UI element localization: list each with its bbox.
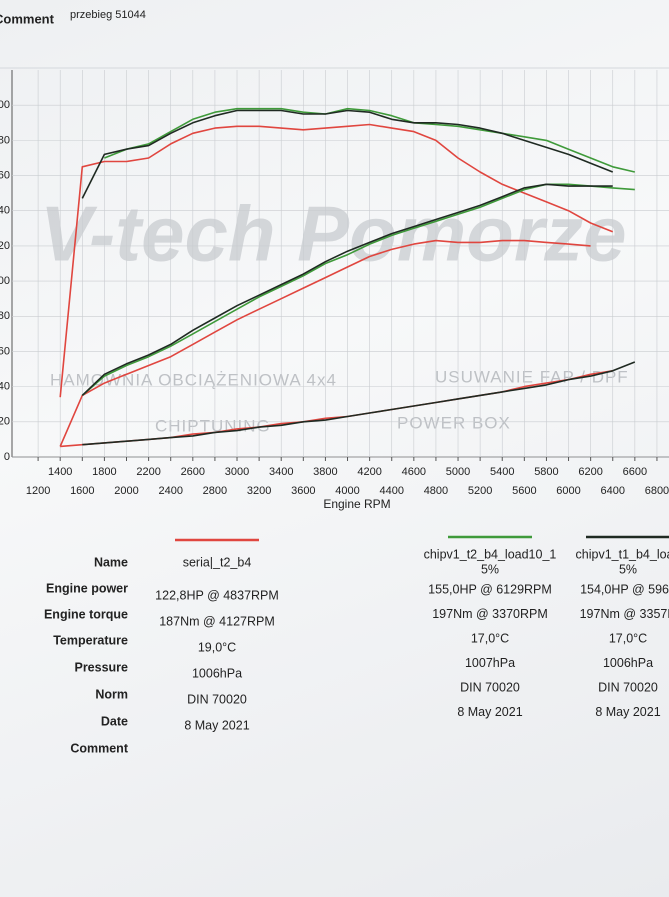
x-tick-label: 1400 [48, 466, 72, 478]
watermark-line: USUWANIE FAP / DPF [435, 367, 629, 386]
cell: DIN 70020 [187, 692, 247, 706]
row-label: Temperature [53, 633, 128, 647]
x-tick-label: 5800 [534, 466, 558, 478]
cell: 187Nm @ 4127RPM [159, 614, 275, 628]
watermark-line: POWER BOX [397, 413, 511, 432]
x-tick-label: 4600 [402, 466, 426, 478]
x-tick-label: 6400 [601, 485, 625, 497]
x-tick-label: 2800 [203, 485, 227, 497]
y-tick-label: 160 [0, 169, 10, 181]
cell: 1006hPa [603, 656, 653, 670]
cell: 17,0°C [471, 631, 509, 645]
x-tick-label: 6000 [556, 485, 580, 497]
x-tick-label: 3600 [291, 485, 315, 497]
x-tick-label: 2600 [181, 466, 205, 478]
series-line [81, 183, 613, 396]
x-tick-label: 3800 [313, 466, 337, 478]
cell: 197Nm @ 3370RPM [432, 607, 548, 621]
y-tick-label: 200 [0, 99, 10, 111]
x-tick-label: 6200 [578, 466, 602, 478]
y-tick-label: 180 [0, 134, 10, 146]
column-name: seria|_t2_b4 [183, 555, 252, 569]
cell: 122,8HP @ 4837RPM [155, 588, 279, 602]
column-name: chipv1_t2_b4_load10_1 [424, 547, 557, 561]
x-tick-label: 3400 [269, 466, 293, 478]
column-name: chipv1_t1_b4_load [576, 547, 669, 561]
row-label: Comment [70, 741, 128, 755]
cell: 19,0°C [198, 640, 236, 654]
x-tick-label: 6800 [645, 485, 669, 497]
column-name: 5% [481, 562, 499, 576]
cell: DIN 70020 [598, 680, 658, 694]
x-tick-label: 1800 [92, 466, 116, 478]
cell: 1007hPa [465, 656, 515, 670]
y-tick-label: 140 [0, 205, 10, 217]
cell: 8 May 2021 [595, 705, 660, 719]
x-tick-label: 4800 [424, 485, 448, 497]
row-label: Engine torque [44, 607, 128, 621]
x-tick-label: 3000 [225, 466, 249, 478]
y-tick-label: 80 [0, 310, 10, 322]
cell: 197Nm @ 3357R [580, 607, 669, 621]
y-tick-label: 120 [0, 240, 10, 252]
y-tick-label: 40 [0, 381, 10, 393]
x-tick-label: 1200 [26, 485, 50, 497]
watermark-brand: V-tech Pomorze [40, 190, 627, 278]
x-tick-label: 5400 [490, 466, 514, 478]
header-label: Comment [0, 11, 55, 26]
y-tick-label: 0 [4, 451, 10, 463]
x-tick-label: 2000 [114, 485, 138, 497]
x-tick-label: 3200 [247, 485, 271, 497]
row-label: Pressure [74, 660, 128, 674]
x-tick-label: 1600 [70, 485, 94, 497]
cell: 155,0HP @ 6129RPM [428, 582, 552, 596]
series-line [82, 361, 636, 446]
cell: 17,0°C [609, 631, 647, 645]
y-tick-label: 60 [0, 345, 10, 357]
x-tick-label: 4400 [379, 485, 403, 497]
x-tick-label: 2400 [158, 485, 182, 497]
cell: 8 May 2021 [184, 718, 249, 732]
x-tick-label: 4200 [357, 466, 381, 478]
x-tick-label: 5200 [468, 485, 492, 497]
x-tick-label: 5000 [446, 466, 470, 478]
header-text: przebieg 51044 [70, 9, 146, 21]
series-line [104, 107, 635, 173]
row-label: Name [94, 555, 128, 569]
x-tick-label: 6600 [623, 466, 647, 478]
column-name: 5% [619, 562, 637, 576]
y-tick-label: 100 [0, 275, 10, 287]
x-axis-label: Engine RPM [323, 497, 390, 511]
x-tick-label: 2200 [136, 466, 160, 478]
cell: 8 May 2021 [457, 705, 522, 719]
cell: DIN 70020 [460, 680, 520, 694]
series-line [59, 239, 591, 447]
x-tick-label: 4000 [335, 485, 359, 497]
row-label: Engine power [46, 581, 128, 595]
row-label: Norm [95, 687, 128, 701]
cell: 1006hPa [192, 666, 242, 680]
row-label: Date [101, 714, 128, 728]
x-tick-label: 5600 [512, 485, 536, 497]
series-line [81, 109, 613, 199]
y-tick-label: 20 [0, 416, 10, 428]
cell: 154,0HP @ 5968 [580, 582, 669, 596]
